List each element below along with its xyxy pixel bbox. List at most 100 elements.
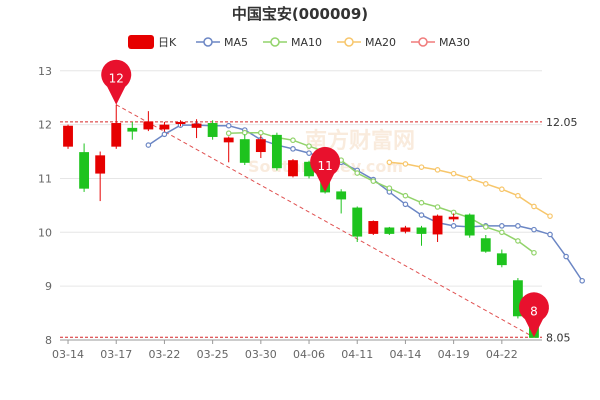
ma-point-ma20	[418, 164, 425, 170]
y-tick-label: 11	[38, 172, 52, 185]
legend-item-ma10[interactable]: MA10	[263, 36, 322, 49]
candle-04-15	[416, 225, 427, 246]
y-tick-label: 9	[45, 280, 52, 293]
ma-point-ma10	[241, 129, 248, 136]
legend-item-日k[interactable]: 日K	[128, 35, 177, 49]
candle-body	[95, 155, 106, 174]
marker-pin-shape	[310, 146, 341, 192]
candle-04-20	[464, 213, 475, 238]
ma-point-ma10	[434, 204, 441, 210]
candle-body	[400, 227, 411, 232]
ma-point-ma5	[563, 253, 569, 260]
marker-label: 12	[109, 72, 124, 86]
ma-point-ma10	[354, 170, 361, 176]
legend-swatch-dot	[418, 37, 428, 47]
candles	[63, 104, 539, 338]
ma-point-ma10	[258, 129, 264, 136]
watermark: 南方财富网 Southmoney.com	[248, 128, 415, 176]
candle-body	[255, 139, 266, 153]
x-tick-label: 04-11	[341, 348, 373, 361]
x-tick-label: 03-14	[52, 348, 84, 361]
candle-03-22	[159, 121, 170, 132]
legend-label: MA10	[291, 36, 322, 49]
legend-item-ma5[interactable]: MA5	[196, 36, 248, 49]
candle-body	[288, 160, 298, 177]
candle-04-08	[336, 189, 347, 214]
reference-label: 12.05	[546, 116, 578, 129]
legend-swatch	[128, 35, 154, 49]
candle-04-11	[352, 206, 363, 242]
candle-03-31	[271, 132, 282, 171]
candle-body	[416, 227, 427, 234]
candle-body	[63, 125, 73, 147]
y-tick-label: 8	[45, 334, 52, 347]
ma-point-ma20	[450, 170, 457, 177]
ma-point-ma5	[450, 223, 457, 229]
ma-point-ma20	[482, 181, 489, 187]
ma-point-ma20	[402, 161, 409, 167]
ma-line-ma5	[147, 124, 583, 282]
ma-point-ma5	[579, 277, 585, 284]
candle-body	[143, 121, 154, 130]
candle-04-22	[496, 249, 507, 268]
y-axis: 8 9 10 11 12 13	[38, 65, 52, 347]
candle-body	[448, 216, 459, 220]
marker-pin: 12	[101, 59, 132, 105]
candle-03-15	[79, 143, 90, 192]
candle-body	[336, 191, 347, 200]
legend[interactable]: 日K MA5 MA10 MA20 MA30	[128, 35, 470, 49]
trend-line	[115, 104, 535, 338]
x-tick-label: 03-22	[148, 348, 180, 361]
legend-swatch-dot	[270, 37, 280, 47]
ma-point-ma10	[225, 130, 232, 137]
ma-point-ma20	[466, 175, 473, 182]
chart-title: 中国宝安(000009)	[232, 5, 368, 23]
legend-label: MA30	[439, 36, 470, 49]
ma-point-ma5	[547, 231, 553, 238]
candle-03-17	[111, 104, 122, 149]
marker-pin-shape	[101, 59, 132, 105]
legend-item-ma30[interactable]: MA30	[411, 36, 470, 49]
ma-point-ma20	[531, 203, 537, 210]
ma-point-ma5	[418, 212, 425, 218]
candle-03-14	[63, 124, 73, 149]
x-tick-label: 03-17	[100, 348, 132, 361]
ma-point-ma5	[161, 131, 168, 138]
reference-lines: 12.05 8.05	[60, 116, 578, 344]
ma-point-ma5	[225, 122, 232, 129]
legend-item-ma20[interactable]: MA20	[337, 36, 396, 49]
candle-03-18	[127, 121, 138, 140]
candle-body	[352, 207, 363, 237]
marker-label: 11	[317, 159, 332, 173]
ma-point-ma5	[145, 142, 152, 148]
candle-body	[111, 123, 122, 147]
candle-03-24	[191, 119, 202, 139]
candle-body	[239, 139, 250, 163]
x-tick-label: 04-19	[438, 348, 470, 361]
candle-04-21	[480, 235, 491, 253]
ma-point-ma10	[290, 137, 296, 144]
marker-pin-shape	[518, 292, 549, 338]
x-tick-label: 03-30	[245, 348, 277, 361]
candle-body	[223, 137, 234, 143]
candle-body	[464, 214, 475, 236]
x-tick-label: 04-06	[293, 348, 325, 361]
candle-03-16	[95, 151, 106, 202]
candle-body	[159, 124, 170, 130]
ma-point-ma20	[499, 186, 505, 193]
marker-pin: 11	[310, 146, 341, 192]
candle-04-18	[432, 214, 443, 242]
y-tick-label: 10	[38, 226, 52, 239]
candle-03-28	[223, 136, 234, 163]
x-tick-label: 04-22	[486, 348, 518, 361]
x-tick-label: 03-25	[197, 348, 229, 361]
ma-point-ma10	[531, 249, 537, 256]
legend-swatch-dot	[344, 37, 354, 47]
ma-point-ma10	[402, 192, 409, 199]
candle-body	[191, 123, 202, 128]
candle-body	[480, 238, 491, 252]
ma-point-ma10	[482, 224, 489, 230]
candle-body	[496, 253, 507, 266]
ma-point-ma20	[515, 192, 521, 199]
